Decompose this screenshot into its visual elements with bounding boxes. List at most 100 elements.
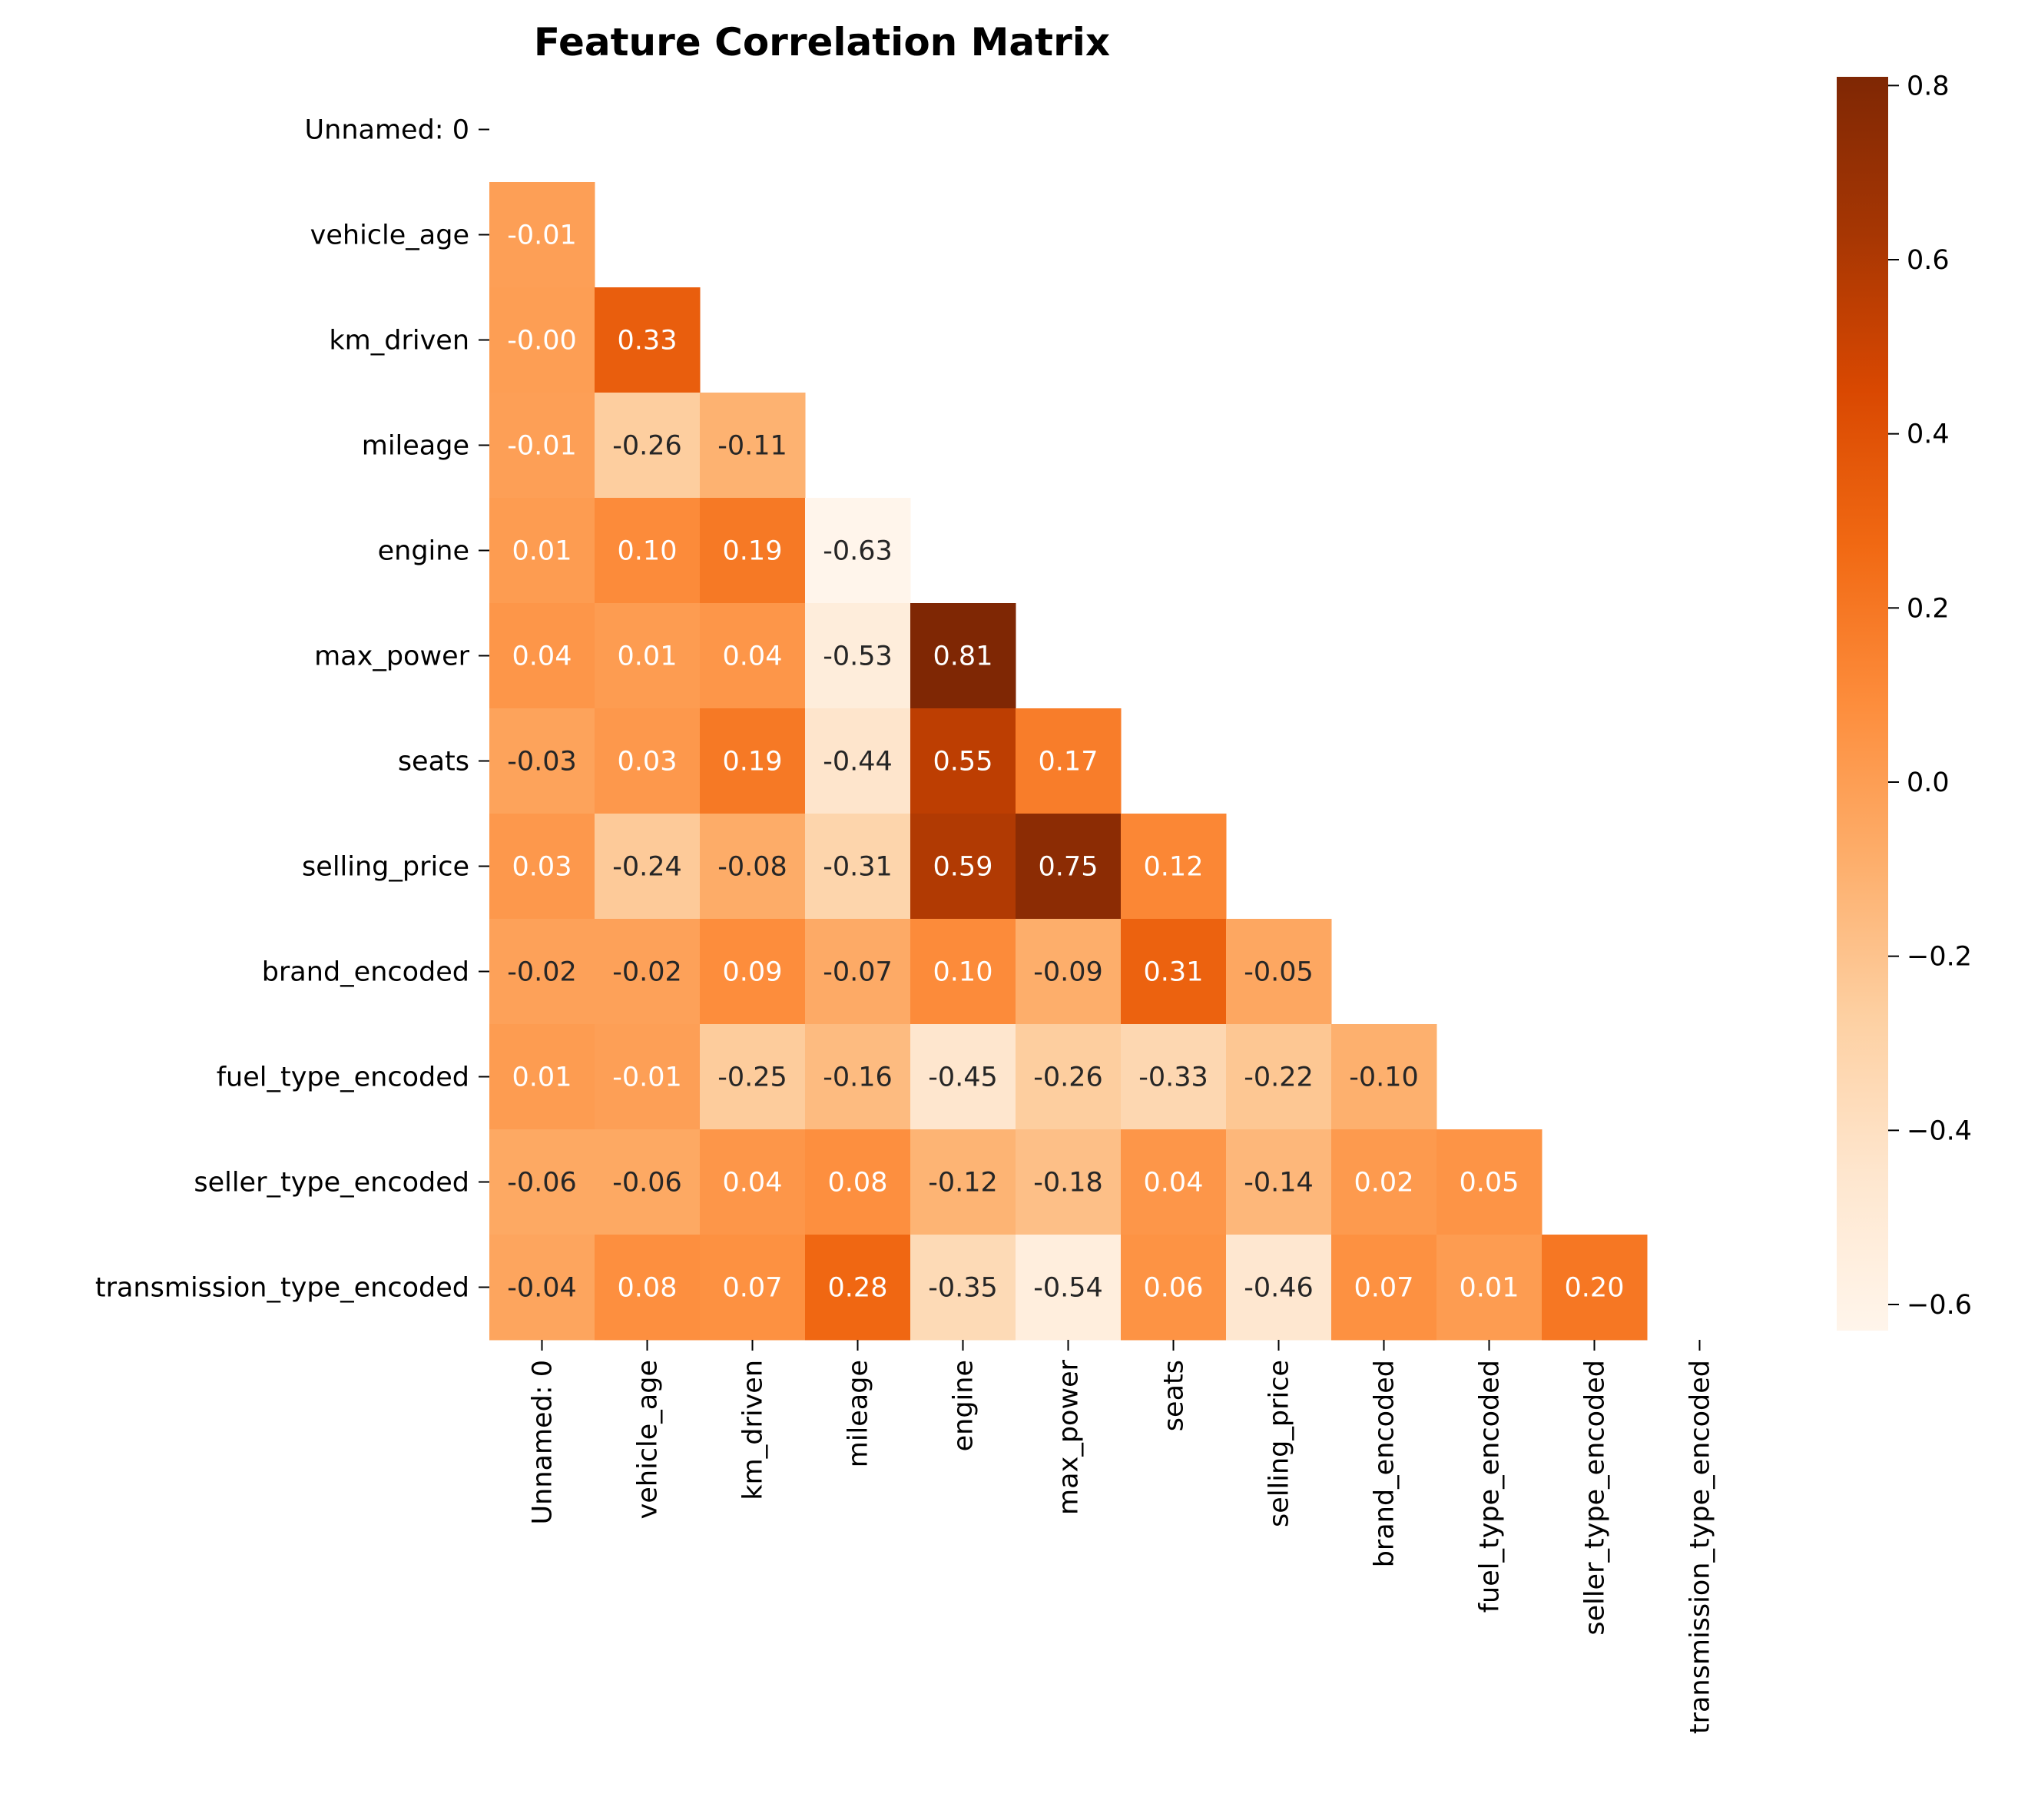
x-tick-label: seller_type_encoded <box>1580 1360 1611 1636</box>
cell-value-label: -0.07 <box>823 957 893 988</box>
heatmap-cell <box>1331 1024 1437 1130</box>
heatmap-cell <box>910 603 1016 709</box>
cell-value-label: 0.59 <box>933 852 993 883</box>
heatmap-cell <box>1016 1024 1122 1130</box>
y-tick-label: km_driven <box>329 326 469 356</box>
cell-value-label: -0.06 <box>507 1168 577 1198</box>
heatmap-cell <box>700 814 806 920</box>
heatmap-cell <box>910 1024 1016 1130</box>
heatmap-cell <box>489 1024 595 1130</box>
cell-value-label: -0.31 <box>823 852 893 883</box>
cell-value-label: -0.46 <box>1244 1273 1314 1304</box>
cell-value-label: 0.04 <box>512 641 572 672</box>
x-tick-label: brand_encoded <box>1370 1360 1400 1567</box>
cell-value-label: -0.03 <box>507 747 577 777</box>
cell-value-label: 0.20 <box>1565 1273 1625 1304</box>
heatmap-cell <box>1121 814 1227 920</box>
heatmap-cell <box>910 919 1016 1025</box>
cell-value-label: 0.03 <box>618 747 678 777</box>
heatmap-cell <box>1121 1129 1227 1235</box>
heatmap-cell <box>1121 1024 1227 1130</box>
cell-value-label: 0.09 <box>723 957 783 988</box>
cell-value-label: -0.11 <box>717 431 787 462</box>
heatmap-cell <box>489 603 595 709</box>
x-tick-label: engine <box>949 1360 979 1451</box>
y-tick-label: max_power <box>314 641 470 672</box>
colorbar-tick-label: 0.8 <box>1907 71 1950 101</box>
colorbar-gradient <box>1837 77 1888 1331</box>
cell-value-label: -0.35 <box>928 1273 998 1304</box>
colorbar-tick-label: −0.4 <box>1907 1116 1972 1146</box>
cell-value-label: -0.10 <box>1349 1062 1419 1093</box>
cell-value-label: -0.22 <box>1244 1062 1314 1093</box>
cell-value-label: 0.33 <box>618 326 678 356</box>
colorbar-tick-label: 0.6 <box>1907 245 1950 276</box>
cell-value-label: 0.81 <box>933 641 993 672</box>
heatmap-cell <box>1436 1235 1542 1341</box>
cell-value-label: -0.01 <box>507 220 577 251</box>
heatmap-cell <box>805 814 911 920</box>
cell-value-label: -0.02 <box>507 957 577 988</box>
cell-value-label: -0.01 <box>612 1062 682 1093</box>
heatmap-cell <box>489 814 595 920</box>
heatmap-cell <box>489 1129 595 1235</box>
heatmap-cell <box>1016 814 1122 920</box>
heatmap-cell <box>595 708 701 814</box>
heatmap-cell <box>700 919 806 1025</box>
heatmap-cell <box>700 1024 806 1130</box>
cell-value-label: 0.01 <box>1460 1273 1519 1304</box>
colorbar-tick-label: 0.4 <box>1907 419 1950 450</box>
heatmap-cell <box>805 708 911 814</box>
cell-value-label: 0.02 <box>1354 1168 1414 1198</box>
heatmap-cell <box>910 814 1016 920</box>
heatmap-cell <box>1226 1129 1332 1235</box>
colorbar-tick-label: 0.2 <box>1907 593 1950 624</box>
heatmap-cell <box>595 287 701 393</box>
heatmap-cell <box>1016 1129 1122 1235</box>
heatmap-cell <box>595 393 701 499</box>
colorbar-tick-label: 0.0 <box>1907 767 1950 798</box>
cell-value-label: 0.10 <box>933 957 993 988</box>
heatmap-cell <box>489 919 595 1025</box>
heatmap-cell <box>489 1235 595 1341</box>
x-axis: Unnamed: 0 vehicle_age km_driven mileage eng… <box>528 1340 1716 1734</box>
y-tick-label: fuel_type_encoded <box>217 1062 469 1093</box>
heatmap-cell <box>595 1024 701 1130</box>
cell-value-label: 0.10 <box>618 536 678 567</box>
heatmap-cell <box>805 919 911 1025</box>
cell-value-label: 0.07 <box>1354 1273 1414 1304</box>
x-tick-label: transmission_type_encoded <box>1685 1360 1716 1734</box>
cell-value-label: -0.18 <box>1033 1168 1103 1198</box>
cell-value-label: 0.19 <box>723 536 783 567</box>
cell-value-label: -0.05 <box>1244 957 1314 988</box>
colorbar: 0.8 0.6 0.4 0.2 0.0 −0.2 −0.4 −0.6 <box>1837 71 1972 1331</box>
cell-value-label: 0.28 <box>828 1273 888 1304</box>
heatmap-cell <box>489 393 595 499</box>
heatmap-cell <box>700 393 806 499</box>
cell-value-label: 0.01 <box>512 1062 572 1093</box>
x-tick-label: seats <box>1159 1360 1190 1431</box>
heatmap-cell <box>700 498 806 604</box>
heatmap-cell <box>805 603 911 709</box>
cell-value-label: 0.04 <box>723 1168 783 1198</box>
heatmap-cell <box>489 708 595 814</box>
cell-value-label: -0.33 <box>1138 1062 1208 1093</box>
y-tick-label: engine <box>378 536 469 567</box>
cell-value-label: -0.26 <box>1033 1062 1103 1093</box>
y-tick-label: selling_price <box>302 852 469 883</box>
colorbar-tick-label: −0.6 <box>1907 1290 1972 1321</box>
heatmap-cell <box>805 1129 911 1235</box>
cell-value-label: -0.02 <box>612 957 682 988</box>
x-tick-label: fuel_type_encoded <box>1475 1360 1506 1613</box>
y-tick-label: Unnamed: 0 <box>305 115 469 146</box>
heatmap-cell <box>489 182 595 288</box>
heatmap-cell <box>700 708 806 814</box>
cell-value-label: 0.12 <box>1144 852 1204 883</box>
cell-value-label: -0.00 <box>507 326 577 356</box>
heatmap-cell <box>910 1129 1016 1235</box>
cell-value-label: -0.09 <box>1033 957 1103 988</box>
heatmap-cell <box>1016 919 1122 1025</box>
heatmap-cell <box>805 498 911 604</box>
